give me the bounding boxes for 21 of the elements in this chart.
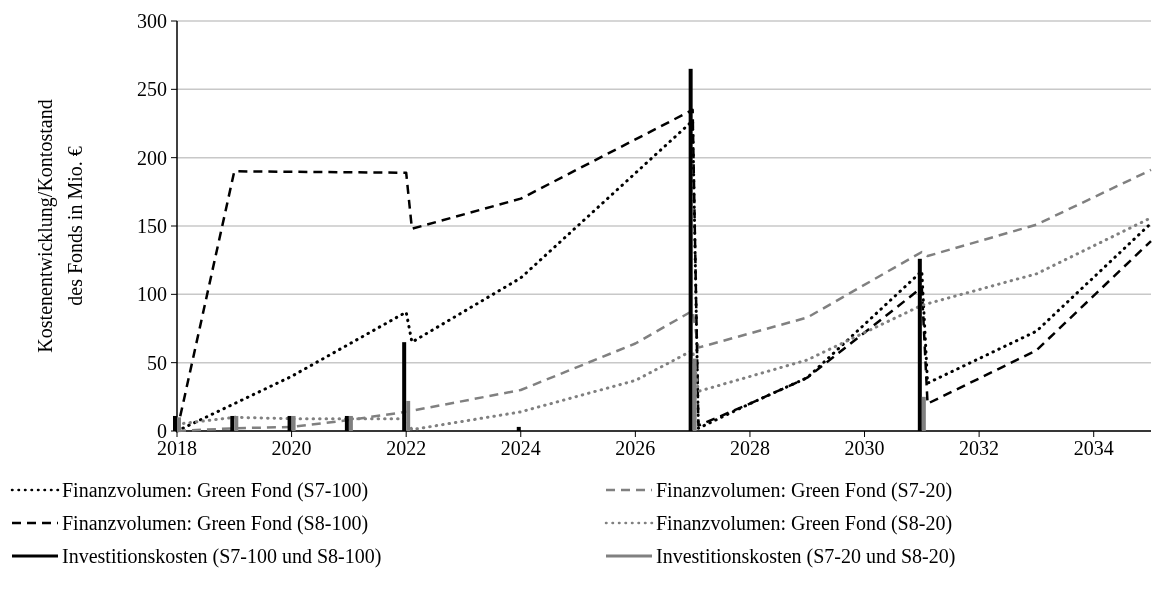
y-tick-label: 200: [137, 146, 167, 169]
legend-label: Investitionskosten (S7-20 und S8-20): [656, 545, 956, 568]
x-tick-label: 2028: [729, 437, 770, 459]
y-tick-label: 50: [147, 351, 167, 374]
y-tick-label: 250: [137, 78, 167, 101]
legend-label: Finanzvolumen: Green Fond (S8-20): [656, 512, 953, 535]
x-tick-label: 2032: [959, 437, 1000, 459]
x-tick-label: 2020: [271, 437, 312, 459]
legend-label: Finanzvolumen: Green Fond (S7-100): [62, 479, 369, 502]
x-tick-label: 2026: [615, 437, 656, 459]
x-tick-label: 2022: [386, 437, 427, 459]
legend-label: Investitionskosten (S7-100 und S8-100): [62, 545, 382, 568]
x-tick-label: 2024: [500, 437, 541, 459]
y-tick-label: 100: [137, 283, 167, 306]
y-axis-title: Kostenentwicklung/Kontostand des Fonds in Mio. €: [34, 99, 86, 353]
legend-label: Finanzvolumen: Green Fond (S8-100): [62, 512, 369, 535]
y-tick-label: 300: [137, 10, 167, 32]
legend-label: Finanzvolumen: Green Fond (S7-20): [656, 479, 953, 502]
y-tick-label: 150: [137, 215, 167, 237]
x-tick-label: 2030: [844, 437, 885, 459]
x-tick-label: 2034: [1073, 437, 1114, 459]
